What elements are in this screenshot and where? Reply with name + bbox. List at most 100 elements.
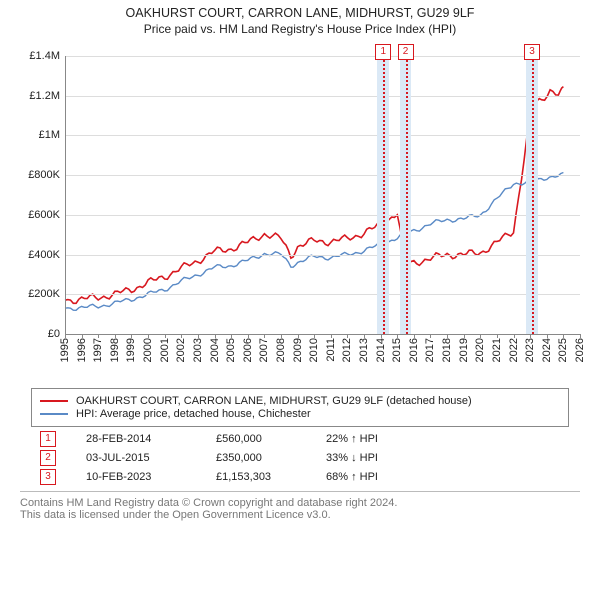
legend-label: OAKHURST COURT, CARRON LANE, MIDHURST, G… [76,395,472,407]
page-root: OAKHURST COURT, CARRON LANE, MIDHURST, G… [0,0,600,529]
x-tick-label: 2011 [325,338,337,362]
sale-row: 310-FEB-2023£1,153,30368% ↑ HPI [40,469,560,485]
y-tick-label: £200K [28,288,65,300]
sale-marker-line [383,56,385,334]
plot-area: £0£200K£400K£600K£800K£1M£1.2M£1.4M19951… [65,56,580,334]
x-tick-label: 1997 [92,338,104,362]
y-tick-label: £1.2M [29,90,65,102]
x-tick-label: 2018 [441,338,453,362]
sale-marker-badge: 2 [398,44,414,60]
x-tick [215,334,216,338]
sale-price: £350,000 [216,452,326,464]
legend-label: HPI: Average price, detached house, Chic… [76,408,311,420]
y-tick-label: £600K [28,209,65,221]
x-tick-label: 2000 [142,338,154,362]
x-tick-label: 1995 [59,338,71,362]
gridline-h [65,294,580,295]
chart-title: OAKHURST COURT, CARRON LANE, MIDHURST, G… [0,6,600,20]
chart-subtitle: Price paid vs. HM Land Registry's House … [0,22,600,36]
x-tick-label: 2020 [474,338,486,362]
gridline-h [65,96,580,97]
x-tick [298,334,299,338]
x-tick-label: 2017 [424,338,436,362]
x-tick-label: 2016 [408,338,420,362]
x-tick-label: 2023 [524,338,536,362]
sale-date: 10-FEB-2023 [86,471,216,483]
x-tick-label: 2010 [308,338,320,362]
x-tick [547,334,548,338]
x-tick [131,334,132,338]
x-tick [181,334,182,338]
x-tick-label: 2008 [275,338,287,362]
sale-number-badge: 1 [40,431,56,447]
chart-titles: OAKHURST COURT, CARRON LANE, MIDHURST, G… [0,0,600,36]
x-tick [364,334,365,338]
sale-marker-line [532,56,534,334]
x-tick-label: 2024 [541,338,553,362]
x-tick [514,334,515,338]
x-tick [530,334,531,338]
series-line-property [65,87,563,304]
x-tick-label: 2002 [175,338,187,362]
gridline-h [65,175,580,176]
legend-item: HPI: Average price, detached house, Chic… [40,408,560,420]
x-tick-label: 2012 [341,338,353,362]
y-axis-line [65,56,66,334]
x-tick-label: 2004 [209,338,221,362]
sale-delta: 68% ↑ HPI [326,471,378,483]
sale-delta: 22% ↑ HPI [326,433,378,445]
sale-date: 28-FEB-2014 [86,433,216,445]
sales-table: 128-FEB-2014£560,00022% ↑ HPI203-JUL-201… [40,431,560,485]
x-tick [314,334,315,338]
sale-marker-badge: 1 [375,44,391,60]
x-tick [165,334,166,338]
x-tick-label: 2015 [391,338,403,362]
y-tick-label: £1.4M [29,50,65,62]
x-tick-label: 2007 [258,338,270,362]
sale-marker-badge: 3 [524,44,540,60]
y-tick-label: £1M [39,129,65,141]
chart-svg [65,56,580,334]
x-tick [82,334,83,338]
x-tick [580,334,581,338]
x-tick [264,334,265,338]
footer: Contains HM Land Registry data © Crown c… [20,491,580,529]
x-tick-label: 2026 [574,338,586,362]
x-tick [98,334,99,338]
sale-marker-line [406,56,408,334]
sale-delta: 33% ↓ HPI [326,452,378,464]
x-tick-label: 2006 [242,338,254,362]
chart-area: £0£200K£400K£600K£800K£1M£1.2M£1.4M19951… [10,42,590,382]
y-tick-label: £400K [28,249,65,261]
legend-box: OAKHURST COURT, CARRON LANE, MIDHURST, G… [31,388,569,427]
x-tick [115,334,116,338]
x-tick-label: 2005 [225,338,237,362]
series-line-hpi [65,173,563,311]
gridline-h [65,56,580,57]
x-tick [430,334,431,338]
gridline-h [65,135,580,136]
sale-row: 203-JUL-2015£350,00033% ↓ HPI [40,450,560,466]
footer-line-1: Contains HM Land Registry data © Crown c… [20,497,580,509]
x-tick [414,334,415,338]
x-tick [347,334,348,338]
x-tick-label: 2021 [491,338,503,362]
x-tick [65,334,66,338]
x-tick [231,334,232,338]
x-tick [397,334,398,338]
x-tick-label: 2022 [508,338,520,362]
x-tick [148,334,149,338]
gridline-h [65,255,580,256]
x-tick [331,334,332,338]
footer-line-2: This data is licensed under the Open Gov… [20,509,580,521]
x-tick [281,334,282,338]
x-tick-label: 1998 [109,338,121,362]
x-tick-label: 2019 [458,338,470,362]
sale-row: 128-FEB-2014£560,00022% ↑ HPI [40,431,560,447]
x-tick [447,334,448,338]
x-tick-label: 2013 [358,338,370,362]
gridline-h [65,215,580,216]
x-tick-label: 2025 [557,338,569,362]
x-tick-label: 2014 [375,338,387,362]
x-tick [480,334,481,338]
